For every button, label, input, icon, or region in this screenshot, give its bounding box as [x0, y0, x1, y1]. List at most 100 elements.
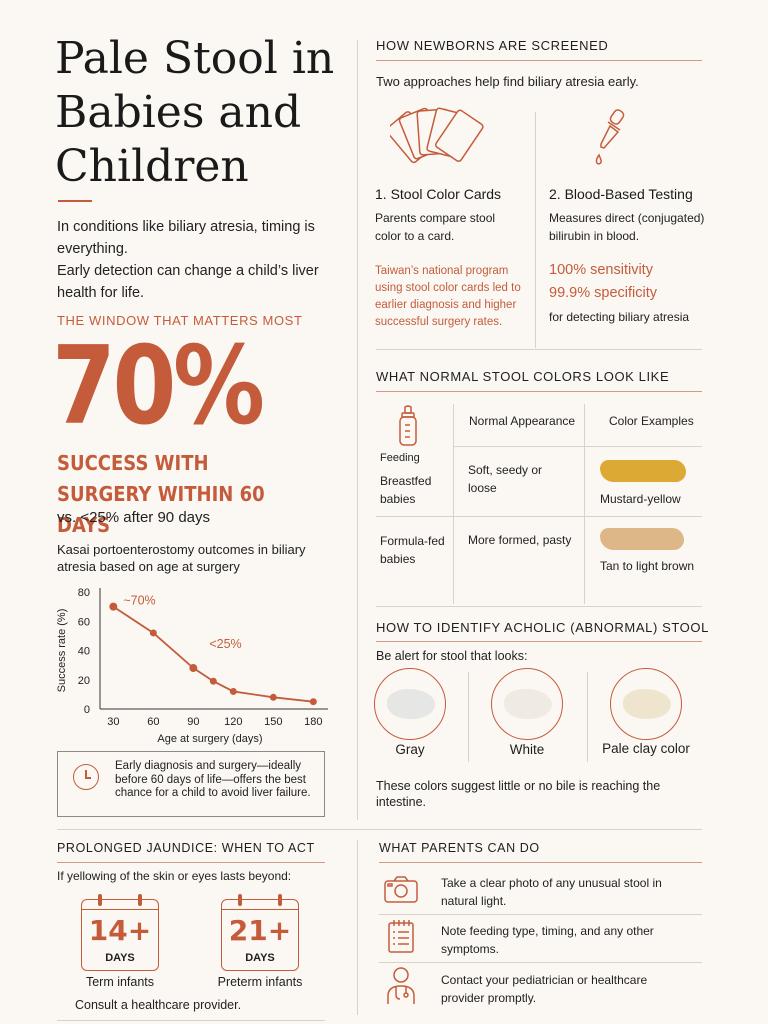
data-point: [229, 687, 237, 695]
acholic-rule: [376, 641, 702, 642]
term-days-number: 14+: [88, 914, 152, 947]
annotation-label: ~70%: [123, 594, 155, 608]
sensitivity-stat: 100% sensitivity: [549, 262, 653, 278]
dropper-icon: [595, 109, 625, 165]
data-point: [269, 693, 277, 701]
doctor-icon: [387, 967, 415, 1004]
method-1-note: Taiwan’s national program using stool co…: [375, 265, 521, 328]
section-divider-2: [376, 606, 702, 607]
term-days-unit: DAYS: [105, 952, 135, 964]
gray-stool-circle: [374, 668, 446, 740]
preterm-days-unit: DAYS: [245, 952, 275, 964]
row-2-color-name: Tan to light brown: [600, 559, 695, 573]
y-tick-label: 0: [84, 704, 90, 716]
row-1-feeding: Breastfed babies: [380, 474, 432, 506]
row-1-color-name: Mustard-yellow: [600, 492, 681, 506]
callout-text: Early diagnosis and surgery—ideally befo…: [115, 760, 311, 799]
intro-line-2: Early detection can change a child’s liv…: [57, 263, 319, 301]
data-point: [189, 664, 198, 673]
data-point: [209, 677, 217, 685]
window-header: THE WINDOW THAT MATTERS MOST: [57, 313, 303, 328]
jaundice-header: PROLONGED JAUNDICE: WHEN TO ACT: [57, 841, 315, 855]
parents-item-2-text: Note feeding type, timing, and any other…: [441, 924, 654, 956]
x-tick-label: 90: [187, 716, 199, 728]
acholic-intro: Be alert for stool that looks:: [376, 649, 528, 663]
baby-bottle-icon: [399, 405, 417, 446]
method-1-desc: Parents compare stool color to a card.: [375, 211, 496, 243]
bottom-section-divider: [57, 829, 702, 830]
section-divider: [376, 349, 702, 350]
series-line: [112, 605, 314, 703]
parents-item-1-text: Take a clear photo of any unusual stool …: [441, 876, 662, 908]
col-header-examples: Color Examples: [609, 414, 694, 428]
calendar-14-icon: 14+ DAYS: [81, 894, 159, 971]
parents-header: WHAT PARENTS CAN DO: [379, 841, 540, 855]
method-2-desc: Measures direct (conjugated) bilirubin i…: [549, 211, 705, 243]
chart-caption: Kasai portoenterostomy outcomes in bilia…: [57, 542, 306, 574]
callout-box: Early diagnosis and surgery—ideally befo…: [57, 751, 325, 817]
gray-stool-sample: [387, 689, 435, 719]
x-tick-label: 30: [107, 716, 119, 728]
big-stat: 70%: [52, 324, 265, 449]
white-stool-circle: [491, 668, 563, 740]
jaundice-rule: [57, 862, 325, 863]
parents-divider-2: [379, 962, 702, 963]
x-tick-label: 60: [147, 716, 159, 728]
jaundice-footer: Consult a healthcare provider.: [75, 998, 242, 1012]
x-axis-label: Age at surgery (days): [157, 733, 262, 745]
parents-item-3-text: Contact your pediatrician or healthcare …: [441, 973, 648, 1005]
y-tick-label: 40: [78, 646, 90, 658]
screening-subtitle: Two approaches help find biliary atresia…: [376, 74, 639, 89]
gray-label: Gray: [395, 742, 425, 757]
table-row-divider-0: [454, 446, 702, 447]
term-infants-label: Term infants: [85, 975, 155, 989]
success-rate-chart: 0 20 40 60 80 30 60 90 120 150 180 Age at surgery (…: [56, 587, 328, 745]
row-1-appearance: Soft, seedy or loose: [468, 463, 543, 495]
y-axis-label: Success rate (%): [56, 609, 68, 693]
parents-rule: [379, 862, 702, 863]
screening-rule: [376, 60, 702, 61]
clock-icon: [73, 764, 99, 790]
column-divider: [357, 40, 358, 820]
feeding-label: Feeding: [380, 452, 420, 464]
comparison-text: vs. <25% after 90 days: [57, 509, 211, 526]
jaundice-intro: If yellowing of the skin or eyes lasts b…: [57, 869, 292, 883]
pale-clay-stool-circle: [610, 668, 682, 740]
pale-clay-label: Pale clay color: [602, 741, 690, 756]
method-2-note: for detecting biliary atresia: [549, 310, 690, 324]
data-point: [149, 629, 157, 637]
camera-icon: [384, 876, 418, 903]
title-underline: [58, 200, 92, 202]
acholic-divider-2: [587, 672, 588, 762]
intro-text: In conditions like biliary atresia, timi…: [57, 216, 337, 304]
notepad-icon: [388, 920, 414, 953]
bottom-column-divider: [357, 840, 358, 1015]
screening-divider: [535, 112, 536, 348]
data-point: [309, 698, 317, 706]
col-header-appearance: Normal Appearance: [469, 414, 576, 428]
y-tick-label: 60: [78, 616, 90, 628]
table-col-divider-1: [453, 404, 454, 604]
page-title: Pale Stool in Babies and Children: [55, 33, 335, 192]
stool-color-cards-icon: [390, 107, 484, 164]
calendar-21-icon: 21+ DAYS: [221, 894, 299, 971]
screening-header: HOW NEWBORNS ARE SCREENED: [376, 38, 609, 53]
x-tick-label: 120: [224, 716, 242, 728]
intro-line-1: In conditions like biliary atresia, timi…: [57, 219, 315, 257]
acholic-footer: These colors suggest little or no bile i…: [376, 779, 661, 809]
specificity-stat: 99.9% specificity: [549, 285, 657, 301]
preterm-days-number: 21+: [228, 914, 292, 947]
x-tick-label: 150: [264, 716, 282, 728]
method-1-title: 1. Stool Color Cards: [375, 186, 502, 202]
pale-clay-stool-sample: [623, 689, 671, 719]
success-line: SUCCESS WITH SURGERY WITHIN 60 DAYS: [57, 451, 265, 537]
row-2-appearance: More formed, pasty: [468, 533, 572, 547]
jaundice-bottom-rule: [57, 1020, 325, 1021]
x-tick-label: 180: [304, 716, 322, 728]
preterm-infants-label: Preterm infants: [217, 975, 303, 989]
y-tick-label: 20: [78, 675, 90, 687]
parents-divider-1: [379, 914, 702, 915]
row-2-feeding: Formula-fed babies: [380, 534, 445, 566]
method-2-title: 2. Blood-Based Testing: [549, 186, 693, 202]
y-tick-label: 80: [78, 587, 90, 599]
